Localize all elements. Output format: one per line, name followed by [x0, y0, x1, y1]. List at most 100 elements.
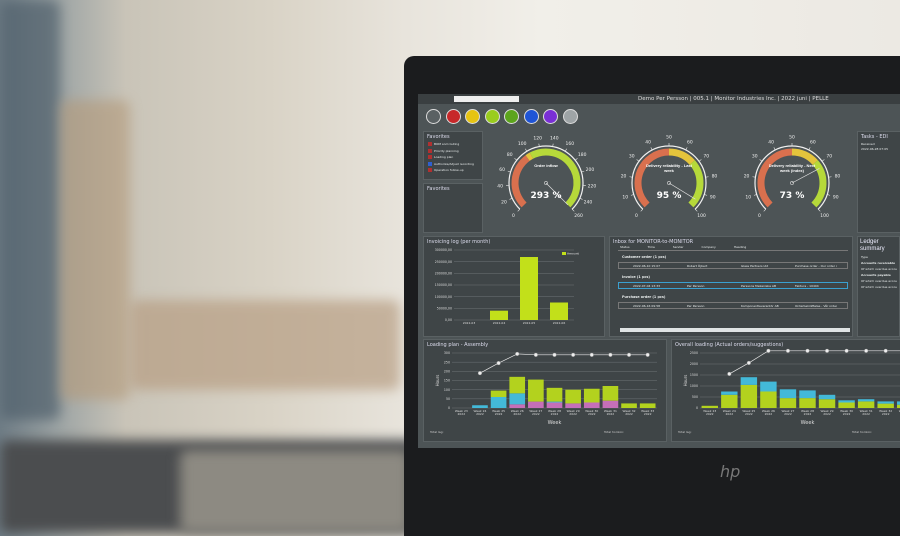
total-lag-label: Total lag: [429, 430, 444, 434]
favorite-item[interactable]: Priority planning [428, 149, 459, 153]
ledger-item[interactable]: Of which overdue accou [861, 279, 897, 283]
ledger-item[interactable]: Accounts payable [861, 273, 891, 277]
ledger-title: Ledger summary [860, 239, 898, 253]
clock-icon[interactable] [524, 109, 539, 124]
x-tick-label: 2022-06 [544, 322, 574, 326]
plant-icon[interactable] [504, 109, 519, 124]
bar [528, 402, 544, 408]
total-horizon-label: Total horizon: [603, 430, 624, 434]
total-lag-label: Total lag: [677, 430, 692, 434]
favorites-panel: Favorites BOM and routing Priority planni… [423, 131, 483, 180]
calculator-icon[interactable] [543, 109, 558, 124]
bar [799, 390, 815, 398]
inbox-scrollbar[interactable] [620, 328, 850, 332]
factory-icon[interactable] [446, 109, 461, 124]
capacity-point [767, 349, 771, 353]
x-tick-label: Week 32 2022 [876, 410, 896, 417]
bar [780, 389, 796, 398]
x-tick-label: 2022-05 [514, 322, 544, 326]
favorite-icon [428, 142, 432, 146]
tasks-title: Tasks - EDI [861, 134, 888, 140]
envelope-icon[interactable] [485, 109, 500, 124]
y-tick-label: 100 [444, 388, 450, 392]
tasks-column: Received [861, 142, 875, 146]
x-tick-label: Week 29 2022 [817, 410, 837, 417]
inbox-cell: Faktura - 10404 [795, 284, 837, 288]
column-header[interactable]: Time [648, 245, 655, 250]
ledger-item[interactable]: Accounts receivable [861, 261, 895, 265]
y-tick-label: 150 [444, 379, 450, 383]
bar [838, 403, 854, 409]
y-axis-label: Hours [683, 375, 688, 387]
search-input[interactable] [454, 96, 519, 102]
x-tick-label: Week 24 2022 [720, 410, 740, 417]
bar [838, 400, 854, 402]
column-header[interactable]: Status [620, 245, 630, 250]
favorite-item[interactable]: Loading plan [428, 155, 453, 159]
link-icon[interactable] [563, 109, 578, 124]
bar [520, 257, 538, 320]
y-tick-label: 200000,00 [435, 272, 452, 276]
menu-icon[interactable] [426, 109, 441, 124]
background-door [60, 100, 130, 400]
capacity-point [515, 352, 519, 356]
x-tick-label: Week 25 2022 [489, 410, 508, 417]
tasks-row[interactable]: 2022-06-28 07:05 [861, 147, 888, 151]
y-tick-label: 2000 [690, 362, 698, 366]
ledger-item[interactable]: Of which overdue accou [861, 285, 897, 289]
background-crate [130, 300, 400, 390]
column-header[interactable]: Heading [734, 245, 746, 250]
bar [877, 404, 893, 408]
favorite-item[interactable]: Authorize/Adjust recording [428, 162, 474, 166]
bar [819, 399, 835, 408]
y-tick-label: 0 [448, 406, 450, 410]
capacity-point [884, 349, 888, 353]
favorite-label: Priority planning [434, 149, 459, 153]
x-tick-label: Week 27 2022 [778, 410, 798, 417]
bar [621, 403, 637, 408]
capacity-point [728, 372, 732, 376]
bar [603, 386, 619, 401]
bar [491, 397, 507, 408]
y-tick-label: 0,00 [445, 318, 452, 322]
overall-loading-panel: Overall loading (Actual orders/suggestio… [671, 339, 900, 442]
bar [721, 395, 737, 408]
background-shelf [0, 0, 60, 420]
x-tick-label: Week 28 2022 [798, 410, 818, 417]
bar [780, 398, 796, 408]
y-tick-label: 1500 [690, 373, 698, 377]
ledger-item[interactable]: Type [861, 255, 868, 259]
window-title: Demo Per Persson | 005.1 | Monitor Indus… [638, 96, 829, 102]
total-horizon-label: Total horizon: [851, 430, 872, 434]
capacity-line [729, 351, 900, 374]
column-header[interactable]: Sender [673, 245, 684, 250]
inbox-group[interactable]: Customer order (1 pcs) [622, 255, 666, 259]
favorite-item[interactable]: Operation follow-up [428, 168, 464, 172]
inbox-group[interactable]: Invoice (1 pcs) [622, 275, 650, 279]
ledger-panel: Ledger summary Type Accounts receivable Of… [857, 236, 900, 337]
ledger-item[interactable]: Of which overdue accou [861, 267, 897, 271]
x-tick-label: Week 26 2022 [759, 410, 779, 417]
favorite-item[interactable]: BOM and routing [428, 142, 459, 146]
favorite-icon [428, 155, 432, 159]
favorites-title: Favorites [427, 186, 450, 192]
favorites-title: Favorites [427, 134, 450, 140]
x-tick-label: Week 23 2022 [700, 410, 720, 417]
y-tick-label: 1000 [690, 384, 698, 388]
cart-icon[interactable] [465, 109, 480, 124]
inbox-group[interactable]: Purchase order (1 pcs) [622, 295, 665, 299]
bar [819, 395, 835, 399]
column-header[interactable]: Company [702, 245, 716, 250]
gauge-label: Delivery reliability - Next week (index) [765, 163, 819, 173]
bar [877, 401, 893, 403]
title-bar: Demo Per Persson | 005.1 | Monitor Indus… [418, 94, 900, 104]
inbox-cell: Robert Öjbert [687, 264, 729, 268]
x-tick-label: Week 31 2022 [856, 410, 876, 417]
